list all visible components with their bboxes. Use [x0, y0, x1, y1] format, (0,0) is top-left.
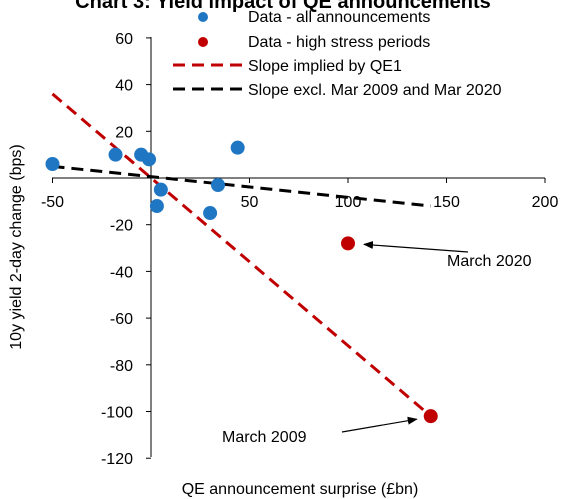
data-point: [210, 178, 225, 193]
y-tick-label: 20: [115, 124, 133, 141]
trend-line: [52, 164, 431, 208]
annotation-arrow: [341, 416, 418, 433]
data-point: [153, 182, 168, 197]
annotation-label: March 2020: [447, 253, 532, 270]
y-tick-label: -120: [101, 451, 133, 468]
y-tick-label: -80: [110, 358, 133, 375]
x-tick-label: -50: [41, 194, 64, 211]
y-tick-label: -60: [110, 311, 133, 328]
x-tick-label: 200: [532, 194, 559, 211]
x-tick-label: 150: [433, 194, 460, 211]
legend-swatch: [198, 12, 208, 22]
plot-area: -50 50 100 150 200 60 40 20 -20 -40 -60 -80 -100 -120…: [41, 31, 559, 468]
y-tick-label: -20: [110, 218, 133, 235]
legend-swatch: [198, 37, 208, 47]
legend-label: Data - all announcements: [248, 9, 430, 26]
y-tick-label: -100: [101, 405, 133, 422]
data-point: [230, 140, 245, 155]
data-point: [149, 199, 164, 214]
trend-line: [51, 92, 432, 418]
legend-label: Slope excl. Mar 2009 and Mar 2020: [248, 82, 502, 99]
y-tick-label: -40: [110, 264, 133, 281]
data-point: [203, 206, 218, 221]
y-tick-label: 40: [115, 78, 133, 95]
data-point: [108, 147, 123, 162]
annotations: March 2020 March 2009: [222, 241, 532, 446]
legend-label: Data - high stress periods: [248, 34, 430, 51]
data-point: [423, 409, 438, 424]
axis-ticks: -50 50 100 150 200 60 40 20 -20 -40 -60 -80 -100 -120: [41, 31, 559, 468]
x-tick-label: 100: [335, 194, 362, 211]
x-axis-title: QE announcement surprise (£bn): [182, 481, 419, 498]
y-tick-label: 60: [115, 31, 133, 48]
annotation-label: March 2009: [222, 429, 307, 446]
legend: Data - all announcements Data - high stre…: [173, 9, 502, 99]
data-points: [45, 140, 438, 424]
y-axis-title: 10y yield 2-day change (bps): [8, 144, 25, 349]
data-point: [341, 236, 355, 251]
data-point: [142, 152, 157, 167]
legend-label: Slope implied by QE1: [248, 58, 402, 75]
x-tick-label: 50: [241, 194, 259, 211]
data-point: [45, 156, 60, 171]
trend-lines: [51, 92, 432, 418]
annotation-arrow: [363, 241, 469, 253]
chart-title: Chart 3: Yield impact of QE announcement…: [75, 0, 491, 13]
